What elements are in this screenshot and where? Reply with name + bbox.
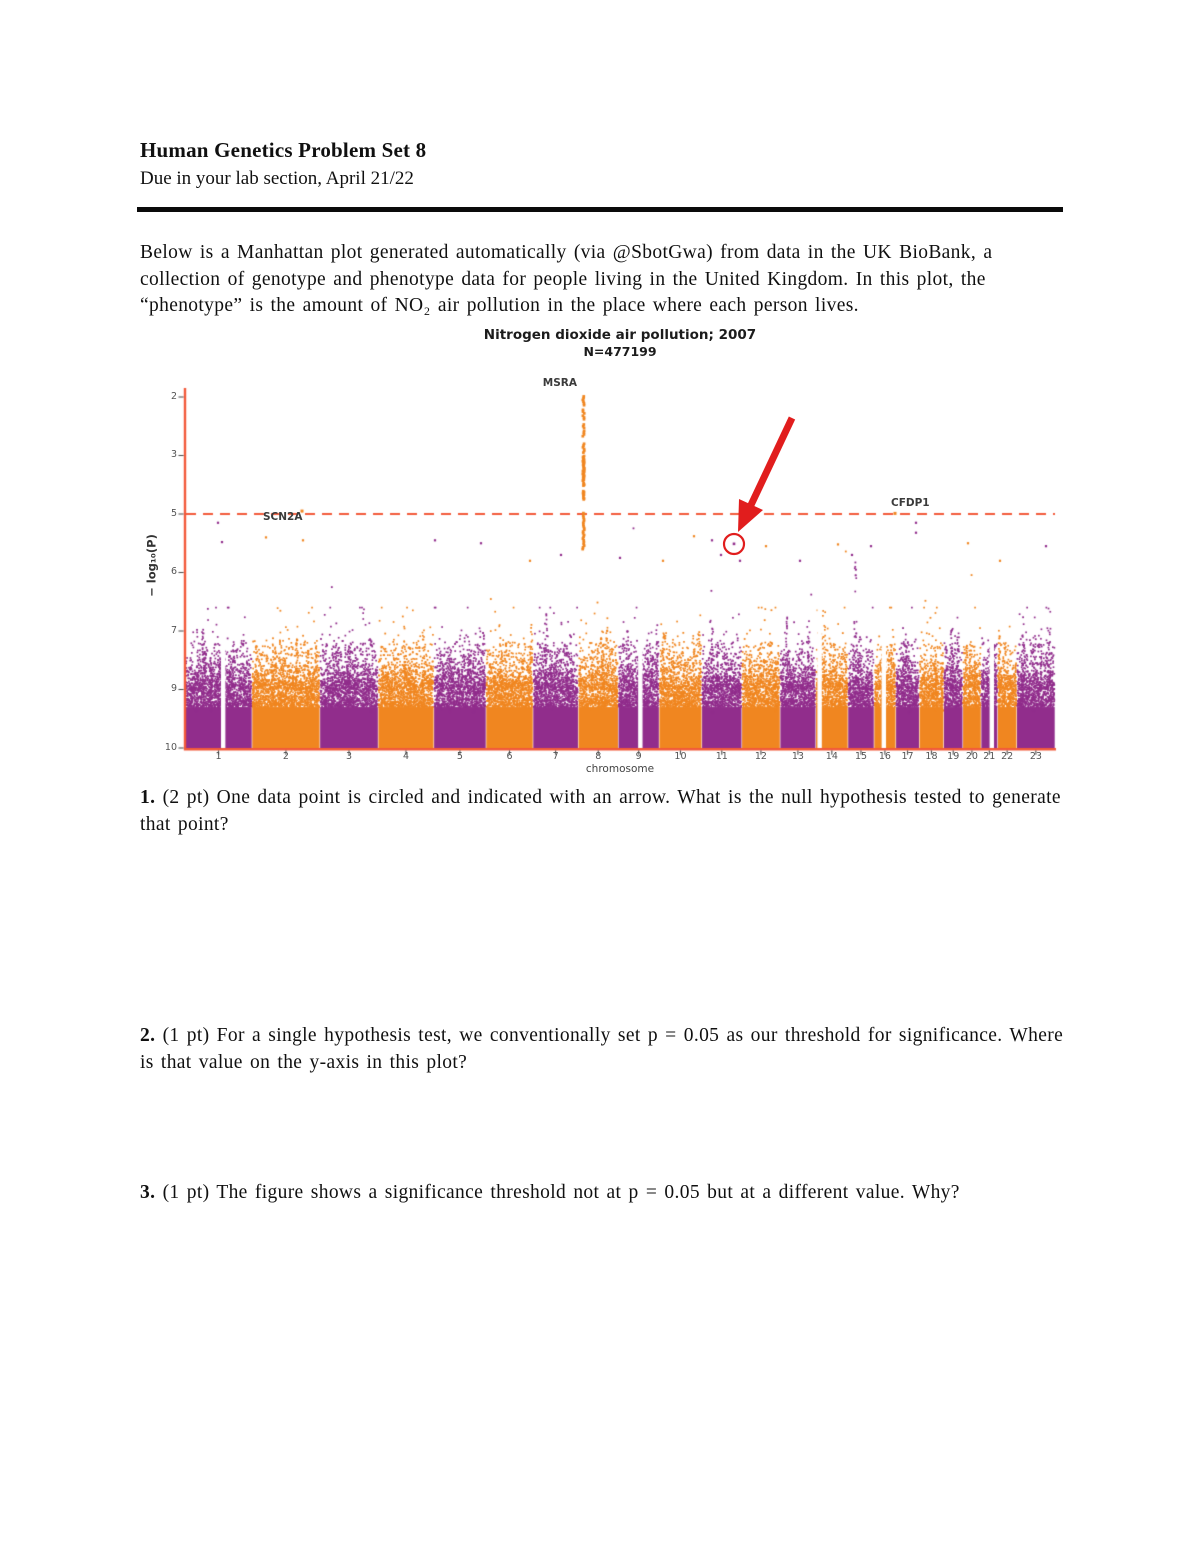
x-tick-label: 8 [595,751,602,762]
x-tick-label: 7 [552,751,559,762]
question-3-number: 3. [140,1182,156,1203]
question-2: 2. (1 pt) For a single hypothesis test, … [140,1023,1070,1076]
x-tick-label: 4 [402,751,409,762]
y-tick-label: 10 [164,741,177,753]
x-tick-label: 14 [825,751,838,762]
x-tick-label: 15 [854,751,868,762]
x-tick-label: 1 [215,751,222,762]
x-tick-label: 18 [925,751,938,762]
divider-rule [137,207,1063,212]
x-tick-label: 21 [983,751,996,762]
intro-paragraph: Below is a Manhattan plot generated auto… [140,242,993,316]
manhattan-plot-canvas [0,320,1200,790]
gene-label-msra: MSRA [542,377,577,389]
y-tick-label: 2 [170,390,177,402]
y-tick-label: 9 [170,683,177,694]
x-tick-label: 13 [791,751,804,762]
x-tick-label: 23 [1029,751,1042,762]
doc-subtitle: Due in your lab section, April 21/22 [140,168,414,189]
x-tick-label: 10 [674,751,687,762]
x-tick-label: 19 [947,751,960,762]
x-tick-label: 16 [878,751,891,762]
x-tick-label: 9 [635,751,642,762]
x-tick-label: 12 [754,751,767,762]
x-axis-label: chromosome [585,763,655,775]
y-tick-label: 5 [170,507,177,519]
x-tick-label: 2 [282,751,289,762]
question-2-text: (1 pt) For a single hypothesis test, we … [140,1025,1064,1073]
question-2-number: 2. [140,1025,156,1046]
x-tick-label: 3 [345,751,352,762]
question-3: 3. (1 pt) The figure shows a significanc… [140,1180,1070,1207]
y-tick-label: 3 [170,449,177,460]
x-tick-label: 11 [715,751,728,762]
question-1-number: 1. [140,787,156,808]
question-3-text: (1 pt) The figure shows a significance t… [162,1182,960,1203]
gene-label-cfdp1: CFDP1 [891,497,930,509]
y-tick-label: 7 [170,624,177,636]
gene-label-scn2a: SCN2A [263,511,303,523]
x-tick-label: 17 [901,751,914,762]
y-tick-label: 6 [170,566,177,577]
x-tick-label: 5 [456,751,463,762]
x-tick-label: 22 [1001,751,1014,762]
x-tick-label: 20 [965,751,978,762]
doc-title: Human Genetics Problem Set 8 [140,138,427,162]
question-1-text: (2 pt) One data point is circled and ind… [140,787,1061,835]
question-1: 1. (2 pt) One data point is circled and … [140,785,1070,838]
x-tick-label: 6 [506,751,513,762]
